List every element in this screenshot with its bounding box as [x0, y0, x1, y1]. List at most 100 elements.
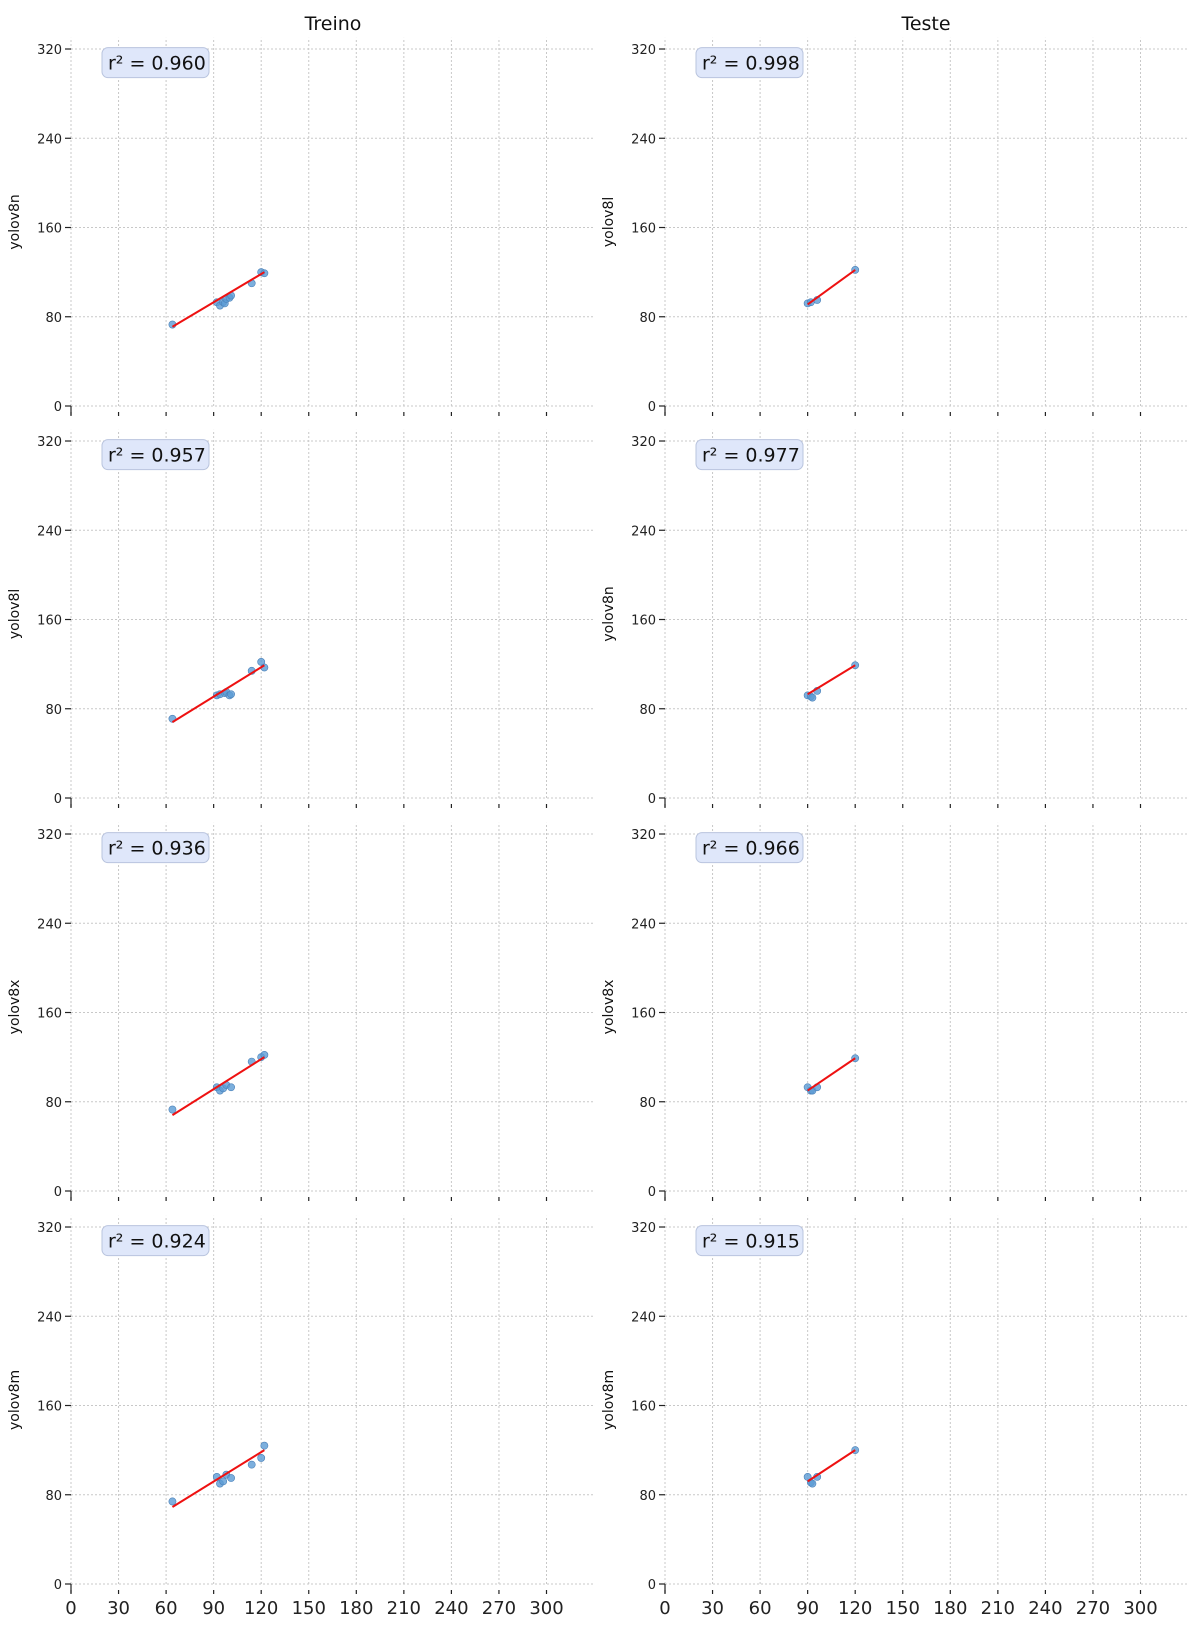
- panel-treino-yolov8m: 0 80 160 240 320 0 30 60 90 120 150 180 210 240 270 300…: [7, 1215, 594, 1619]
- r2-annotation-box: [695, 47, 804, 79]
- y-tick-label: 0: [648, 792, 656, 807]
- r2-annotation-box: [695, 1225, 804, 1257]
- y-tick-label: 0: [54, 1185, 62, 1200]
- y-tick-label: 160: [631, 614, 656, 629]
- r2-annotation-box: [101, 47, 210, 79]
- r2-annotation: r² = 0.957: [108, 445, 206, 467]
- y-axis-label: yolov8l: [601, 197, 617, 247]
- r2-annotation: r² = 0.936: [108, 838, 206, 860]
- data-point: [168, 1497, 177, 1506]
- y-tick-label: 80: [639, 703, 656, 718]
- y-tick-label: 0: [648, 1185, 656, 1200]
- data-point: [247, 1460, 256, 1469]
- y-tick-label: 320: [37, 435, 62, 450]
- grid: [664, 429, 1188, 799]
- y-tick-label: 320: [37, 828, 62, 843]
- panel-teste-yolov8m: 0 80 160 240 320 0 30 60 90 120 150 180 210 240 270 300…: [601, 1215, 1188, 1619]
- x-tick-label: 150: [886, 1598, 920, 1619]
- panel-teste-yolov8n: 0 80 160 240 320 yolov8n r² = 0.977: [601, 429, 1188, 808]
- x-tick-label: 240: [1028, 1598, 1062, 1619]
- r2-annotation: r² = 0.966: [702, 838, 800, 860]
- y-tick-label: 80: [45, 311, 62, 326]
- panel-teste-yolov8x: 0 80 160 240 320 yolov8x r² = 0.966: [601, 822, 1188, 1201]
- y-axis-label: yolov8x: [601, 980, 617, 1035]
- y-tick-label: 80: [639, 1096, 656, 1111]
- fit-line: [171, 1056, 265, 1116]
- y-tick-label: 160: [37, 222, 62, 237]
- x-tick-label: 90: [796, 1598, 819, 1619]
- y-tick-label: 0: [648, 1578, 656, 1593]
- x-tick-label: 120: [244, 1598, 278, 1619]
- data-point: [227, 1474, 235, 1482]
- y-tick-label: 80: [639, 311, 656, 326]
- y-tick-label: 240: [37, 917, 62, 932]
- data-point: [168, 1105, 177, 1114]
- data-point: [808, 693, 817, 702]
- r2-annotation: r² = 0.960: [108, 53, 206, 75]
- x-tick-label: 0: [659, 1598, 670, 1619]
- r2-annotation: r² = 0.998: [702, 53, 800, 75]
- y-tick-label: 0: [54, 792, 62, 807]
- y-tick-label: 80: [45, 1489, 62, 1504]
- y-tick-label: 320: [37, 43, 62, 58]
- r2-annotation-box: [101, 1225, 210, 1257]
- x-tick-label: 270: [1076, 1598, 1110, 1619]
- grid: [70, 822, 594, 1192]
- y-axis-label: yolov8l: [7, 589, 23, 639]
- fit-line: [171, 664, 265, 723]
- panel-treino-yolov8n: 0 80 160 240 320 yolov8n r² = 0.960: [7, 37, 594, 416]
- y-tick-label: 240: [37, 524, 62, 539]
- panel-teste-yolov8l: 0 80 160 240 320 yolov8l r² = 0.998: [601, 37, 1188, 416]
- r2-annotation: r² = 0.915: [702, 1231, 800, 1253]
- y-axis-label: yolov8n: [601, 586, 617, 641]
- y-tick-label: 320: [631, 828, 656, 843]
- y-tick-label: 320: [631, 435, 656, 450]
- y-tick-label: 80: [639, 1489, 656, 1504]
- y-tick-label: 160: [631, 1007, 656, 1022]
- y-tick-label: 80: [45, 1096, 62, 1111]
- grid: [70, 37, 594, 407]
- x-tick-label: 180: [933, 1598, 967, 1619]
- y-tick-label: 80: [45, 703, 62, 718]
- fit-line: [171, 1449, 265, 1508]
- y-tick-label: 240: [631, 132, 656, 147]
- y-axis-label: yolov8x: [7, 980, 23, 1035]
- x-tick-label: 60: [749, 1598, 772, 1619]
- y-tick-label: 240: [631, 1310, 656, 1325]
- data-point: [260, 1441, 269, 1450]
- y-tick-label: 160: [37, 614, 62, 629]
- y-tick-label: 160: [631, 1400, 656, 1415]
- r2-annotation: r² = 0.977: [702, 445, 800, 467]
- x-tick-label: 210: [387, 1598, 421, 1619]
- fit-line: [807, 664, 856, 696]
- y-tick-label: 160: [37, 1400, 62, 1415]
- panel-treino-yolov8l: 0 80 160 240 320 yolov8l r² = 0.957: [7, 429, 594, 808]
- data-point: [808, 1479, 817, 1488]
- y-axis-label: yolov8n: [7, 194, 23, 249]
- x-tick-label: 0: [65, 1598, 76, 1619]
- x-tick-label: 30: [701, 1598, 724, 1619]
- y-tick-label: 0: [54, 1578, 62, 1593]
- data-point: [227, 690, 235, 699]
- data-point: [227, 1083, 235, 1092]
- panels: 0 80 160 240 320 yolov8n r² = 0.960 0 80 160 240 32…: [7, 37, 1188, 1619]
- x-tick-label: 300: [1123, 1598, 1157, 1619]
- column-title-teste: Teste: [900, 13, 950, 35]
- fit-line: [807, 1057, 856, 1092]
- r2-annotation-box: [101, 832, 210, 864]
- x-tick-label: 300: [529, 1598, 563, 1619]
- x-tick-label: 150: [292, 1598, 326, 1619]
- x-tick-label: 210: [981, 1598, 1015, 1619]
- y-tick-label: 320: [37, 1221, 62, 1236]
- x-tick-label: 90: [202, 1598, 225, 1619]
- grid: [70, 1215, 594, 1585]
- column-title-treino: Treino: [304, 13, 362, 35]
- panel-treino-yolov8x: 0 80 160 240 320 yolov8x r² = 0.936: [7, 822, 594, 1201]
- r2-annotation-box: [695, 832, 804, 864]
- fit-line: [171, 271, 265, 328]
- x-tick-label: 270: [482, 1598, 516, 1619]
- y-tick-label: 320: [631, 43, 656, 58]
- x-tick-label: 60: [155, 1598, 178, 1619]
- y-tick-label: 0: [54, 400, 62, 415]
